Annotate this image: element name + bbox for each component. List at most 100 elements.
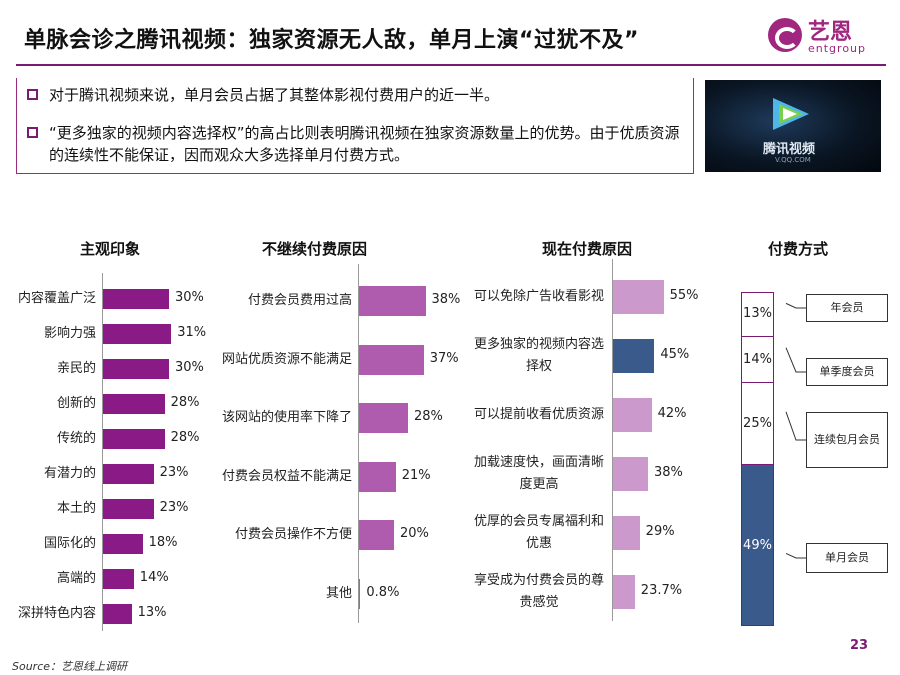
page-title: 单脉会诊之腾讯视频：独家资源无人敌，单月上演“过犹不及” xyxy=(24,28,639,53)
entgroup-logo: 艺恩 entgroup xyxy=(768,14,878,58)
callout-leader-line xyxy=(785,411,806,441)
tick-label: 创新的 xyxy=(56,395,96,411)
tencent-video-logo-image: 腾讯视频 V.QQ.COM xyxy=(705,80,881,172)
bar xyxy=(613,574,635,609)
tick-label: 加载速度快，画面清晰度更高 xyxy=(473,454,604,492)
summary-bullet-1: 对于腾讯视频来说，单月会员占据了其整体影视付费用户的近一半。 xyxy=(27,84,667,106)
bar xyxy=(613,397,652,432)
tencent-video-url-text: V.QQ.COM xyxy=(775,156,811,164)
legend-callout: 单季度会员 xyxy=(806,358,888,386)
bar xyxy=(359,578,361,609)
bar xyxy=(103,428,165,449)
tick-label: 该网站的使用率下降了 xyxy=(221,410,352,426)
tencent-video-play-icon xyxy=(773,98,809,130)
data-label: 13% xyxy=(137,604,167,620)
data-label: 18% xyxy=(148,534,178,550)
data-label: 30% xyxy=(175,289,204,305)
bar xyxy=(359,403,408,434)
bar xyxy=(103,323,172,344)
tick-label: 更多独家的视频内容选择权 xyxy=(473,336,604,374)
stacked-column: 13% 14% 25% 49% xyxy=(741,292,774,626)
data-label: 30% xyxy=(175,359,204,375)
data-label: 55% xyxy=(669,287,699,303)
chart-axis xyxy=(358,264,359,623)
data-label: 38% xyxy=(653,464,683,480)
tick-label: 网站优质资源不能满足 xyxy=(221,351,352,367)
data-label: 37% xyxy=(429,350,459,366)
bar xyxy=(103,498,154,519)
chart-axis xyxy=(102,273,103,631)
chart4-title: 付费方式 xyxy=(768,240,829,258)
callout-leader-line xyxy=(785,302,806,309)
square-bullet-icon xyxy=(27,89,38,100)
bar xyxy=(103,568,134,589)
square-bullet-icon xyxy=(27,127,38,138)
callout-leader-line xyxy=(785,347,806,373)
legend-callout: 连续包月会员 xyxy=(806,412,888,468)
bar xyxy=(613,456,648,491)
tick-label: 有潜力的 xyxy=(43,465,96,481)
data-label: 28% xyxy=(170,394,200,410)
tick-label: 可以免除广告收看影视 xyxy=(473,288,604,304)
stack-segment: 13% xyxy=(742,293,773,336)
legend-callout: 单月会员 xyxy=(806,543,888,573)
source-note: Source：艺恩线上调研 xyxy=(12,660,128,673)
callout-leader-line xyxy=(785,553,806,559)
data-label: 29% xyxy=(645,523,675,539)
bar xyxy=(359,286,426,317)
tick-label: 本土的 xyxy=(56,500,96,516)
bar xyxy=(103,533,143,554)
data-label: 23% xyxy=(159,464,189,480)
tick-label: 深拼特色内容 xyxy=(17,605,96,621)
bar xyxy=(103,288,169,309)
data-label: 45% xyxy=(660,346,690,362)
chart3-title: 现在付费原因 xyxy=(542,240,633,258)
tick-label: 影响力强 xyxy=(43,325,96,341)
tick-label: 可以提前收看优质资源 xyxy=(473,406,604,422)
bar xyxy=(613,279,664,314)
tick-label: 内容覆盖广泛 xyxy=(17,290,96,306)
bar xyxy=(613,515,640,550)
data-label: 38% xyxy=(431,292,461,308)
logo-en-text: entgroup xyxy=(808,42,866,55)
entgroup-logo-icon xyxy=(768,18,802,52)
tick-label: 付费会员操作不方便 xyxy=(234,527,352,543)
data-label: 0.8% xyxy=(366,584,400,600)
summary-box: 对于腾讯视频来说，单月会员占据了其整体影视付费用户的近一半。 “更多独家的视频内… xyxy=(16,78,694,174)
data-label: 28% xyxy=(170,429,200,445)
legend-callout: 年会员 xyxy=(806,294,888,322)
tick-label: 其他 xyxy=(325,585,352,601)
data-label: 21% xyxy=(401,467,431,483)
tick-label: 亲民的 xyxy=(56,360,96,376)
bar xyxy=(103,358,169,379)
bar xyxy=(103,463,154,484)
data-label: 14% xyxy=(139,569,169,585)
tick-label: 传统的 xyxy=(56,430,96,446)
tick-label: 付费会员费用过高 xyxy=(247,293,352,309)
title-divider xyxy=(16,64,886,66)
chart-axis xyxy=(612,259,613,621)
page-number: 23 xyxy=(850,638,869,653)
tick-label: 国际化的 xyxy=(43,535,96,551)
tencent-video-brand-text: 腾讯视频 xyxy=(763,142,816,157)
tick-label: 高端的 xyxy=(56,570,96,586)
chart2-title: 不继续付费原因 xyxy=(262,240,368,258)
bar xyxy=(359,461,396,492)
data-label: 20% xyxy=(400,526,429,542)
tick-label: 优厚的会员专属福利和优惠 xyxy=(473,513,604,551)
chart1-title: 主观印象 xyxy=(80,240,141,258)
data-label: 42% xyxy=(657,405,687,421)
stack-segment: 25% xyxy=(742,381,773,464)
data-label: 28% xyxy=(414,409,443,425)
tick-label: 享受成为付费会员的尊贵感觉 xyxy=(473,572,604,610)
tick-label: 付费会员权益不能满足 xyxy=(221,468,352,484)
summary-bullet-2: “更多独家的视频内容选择权”的高占比则表明腾讯视频在独家资源数量上的优势。由于优… xyxy=(27,122,687,166)
data-label: 23% xyxy=(159,499,189,515)
bar xyxy=(103,603,132,624)
logo-cn-text: 艺恩 xyxy=(808,20,853,45)
bar xyxy=(359,520,394,551)
stack-segment: 49% xyxy=(742,463,773,625)
stack-segment: 14% xyxy=(742,335,773,382)
bar xyxy=(359,344,424,375)
